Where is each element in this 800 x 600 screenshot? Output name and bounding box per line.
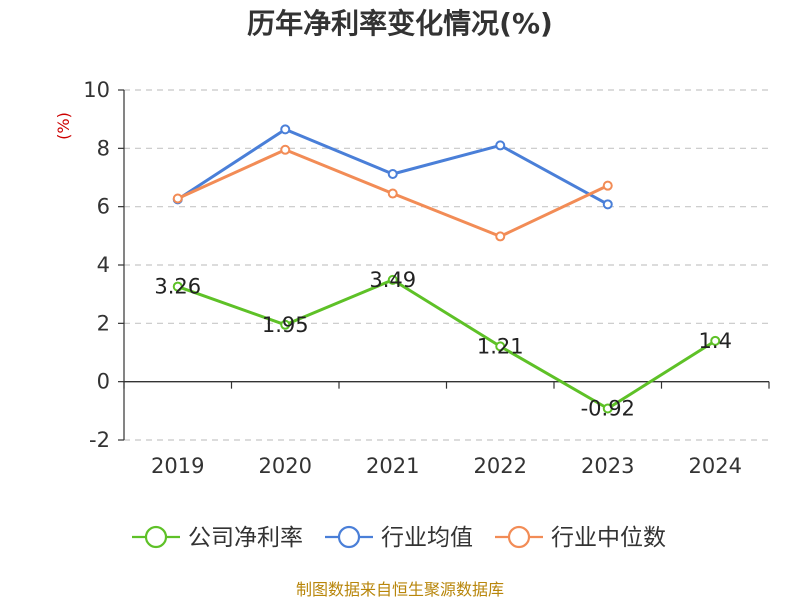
data-point [387,274,398,285]
legend-marker [507,525,531,549]
legend: 公司净利率 行业均值 行业中位数 [132,525,666,551]
y-tick-label: 10 [83,78,110,102]
data-point [387,188,398,199]
source-note: 制图数据来自恒生聚源数据库 [296,580,504,599]
y-tick-label: 8 [97,136,110,160]
y-tick-label: -2 [89,428,110,452]
data-point [495,341,506,352]
data-point [495,140,506,151]
data-label: 3.49 [369,268,416,292]
y-tick-label: 0 [97,370,110,394]
x-tick-label: 2023 [581,454,634,478]
legend-item[interactable]: 行业均值 [325,525,473,551]
data-label: 1.4 [699,329,732,353]
y-tick-label: 2 [97,311,110,335]
data-label: -0.92 [581,397,635,421]
data-point [172,193,183,204]
x-tick-label: 2024 [689,454,742,478]
data-point [280,144,291,155]
series-lines [172,124,721,414]
x-tick-label: 2020 [259,454,312,478]
data-point [172,281,183,292]
data-label: 3.26 [154,275,201,299]
chart-title: 历年净利率变化情况(%) [247,7,553,40]
y-tick-label: 4 [97,253,110,277]
data-label: 1.21 [477,334,524,358]
series-line [177,278,717,410]
x-tick-label: 2019 [151,454,204,478]
grid-lines [124,89,769,441]
data-label: 1.95 [262,313,309,337]
data-point [602,403,613,414]
data-point [280,319,291,330]
legend-marker [337,525,361,549]
axes: -2 0 2 4 6 8 10 2019 2020 2021 2022 2023 2024 [83,78,770,478]
x-tick-label: 2022 [474,454,527,478]
data-point [280,124,291,135]
data-point [495,231,506,242]
legend-label: 行业中位数 [551,525,666,551]
legend-label: 行业均值 [381,525,473,551]
legend-item[interactable]: 公司净利率 [132,525,303,551]
y-axis-unit-label: (%) [54,112,73,140]
data-point [710,335,721,346]
data-labels: 3.26 1.95 3.49 1.21 -0.92 1.4 [154,268,732,421]
data-point [602,180,613,191]
legend-item[interactable]: 行业中位数 [495,525,666,551]
x-tick-label: 2021 [366,454,419,478]
legend-label: 公司净利率 [188,525,303,551]
legend-marker [144,525,168,549]
data-point [387,169,398,179]
y-tick-label: 6 [97,195,110,219]
data-point [602,199,613,210]
